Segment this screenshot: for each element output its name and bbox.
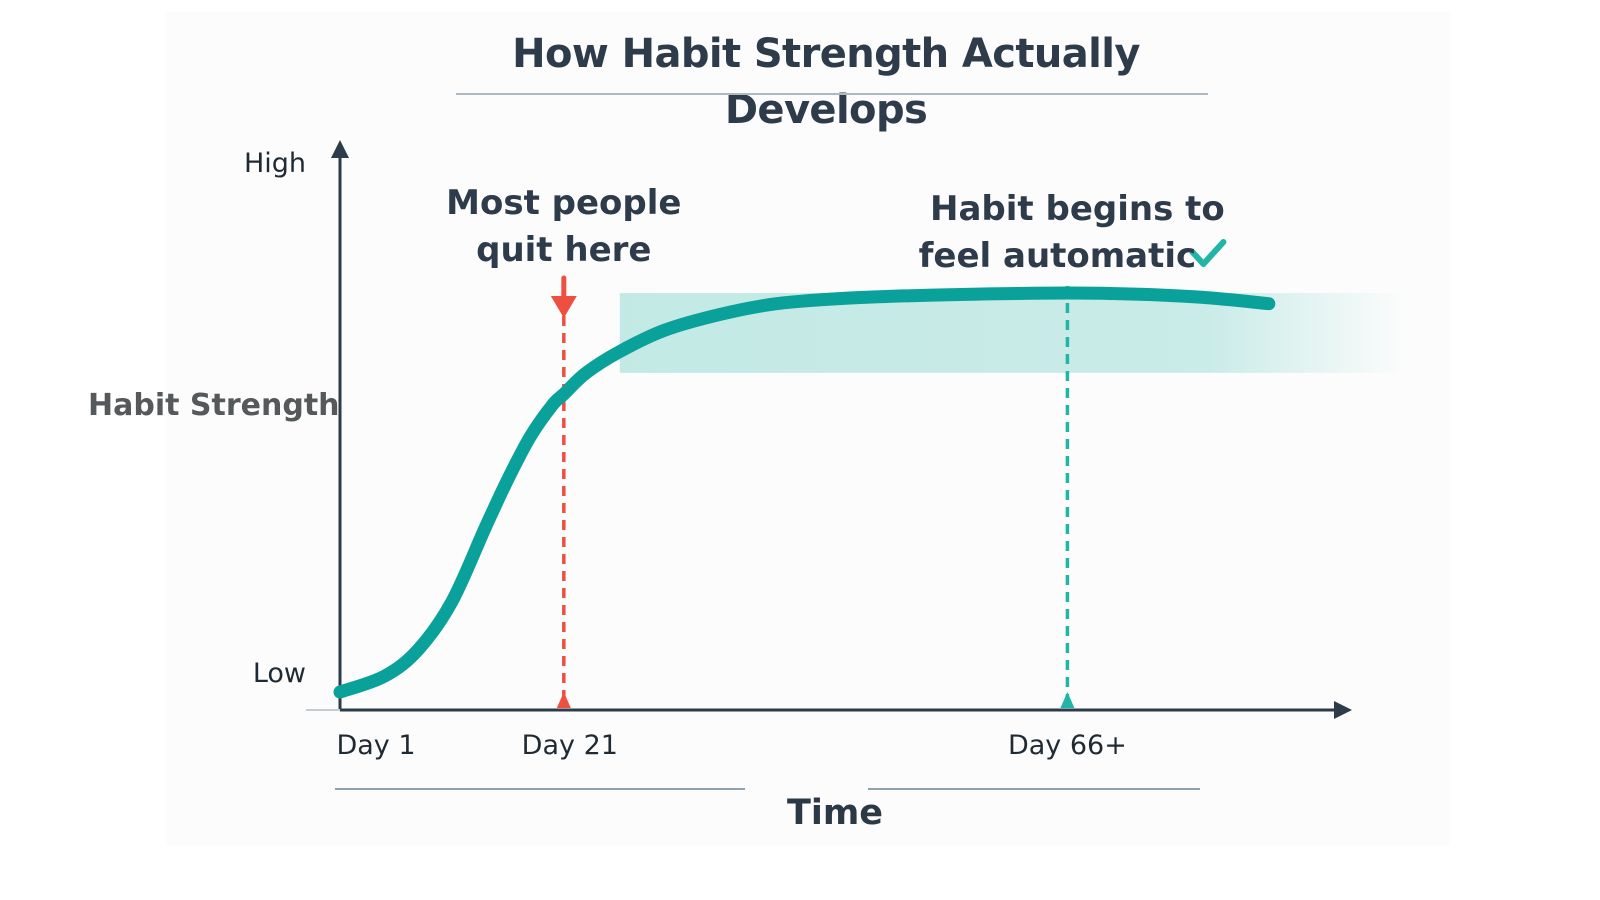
y-tick-high: High bbox=[243, 148, 306, 179]
x-axis-label: Time bbox=[786, 793, 884, 833]
habit-strength-curve bbox=[333, 286, 1276, 699]
x-tick-day-21: Day 21 bbox=[521, 730, 618, 761]
automatic-annotation-line-2: feel automatic bbox=[918, 236, 1197, 276]
x-tick-day-1: Day 1 bbox=[336, 730, 416, 761]
quit-annotation: Most people quit here bbox=[414, 180, 714, 274]
automatic-annotation-line-1: Habit begins to bbox=[930, 189, 1225, 229]
checkmark-icon bbox=[1189, 239, 1227, 267]
quit-annotation-line-1: Most people bbox=[446, 183, 682, 223]
x-axis-arrow-icon bbox=[1334, 701, 1352, 719]
y-tick-low: Low bbox=[252, 658, 306, 689]
title-underline bbox=[456, 93, 1208, 95]
marker-base-icon-0 bbox=[556, 692, 571, 708]
automatic-annotation: Habit begins to feel automatic bbox=[887, 186, 1267, 280]
chart-panel bbox=[166, 12, 1450, 846]
quit-arrow-icon bbox=[550, 296, 577, 318]
y-axis-arrow-icon bbox=[331, 140, 349, 158]
marker-base-icon-1 bbox=[1060, 692, 1075, 708]
y-axis-label: Habit Strength bbox=[88, 388, 340, 423]
x-tick-day-66: Day 66+ bbox=[1007, 730, 1127, 761]
quit-annotation-line-2: quit here bbox=[476, 230, 652, 270]
